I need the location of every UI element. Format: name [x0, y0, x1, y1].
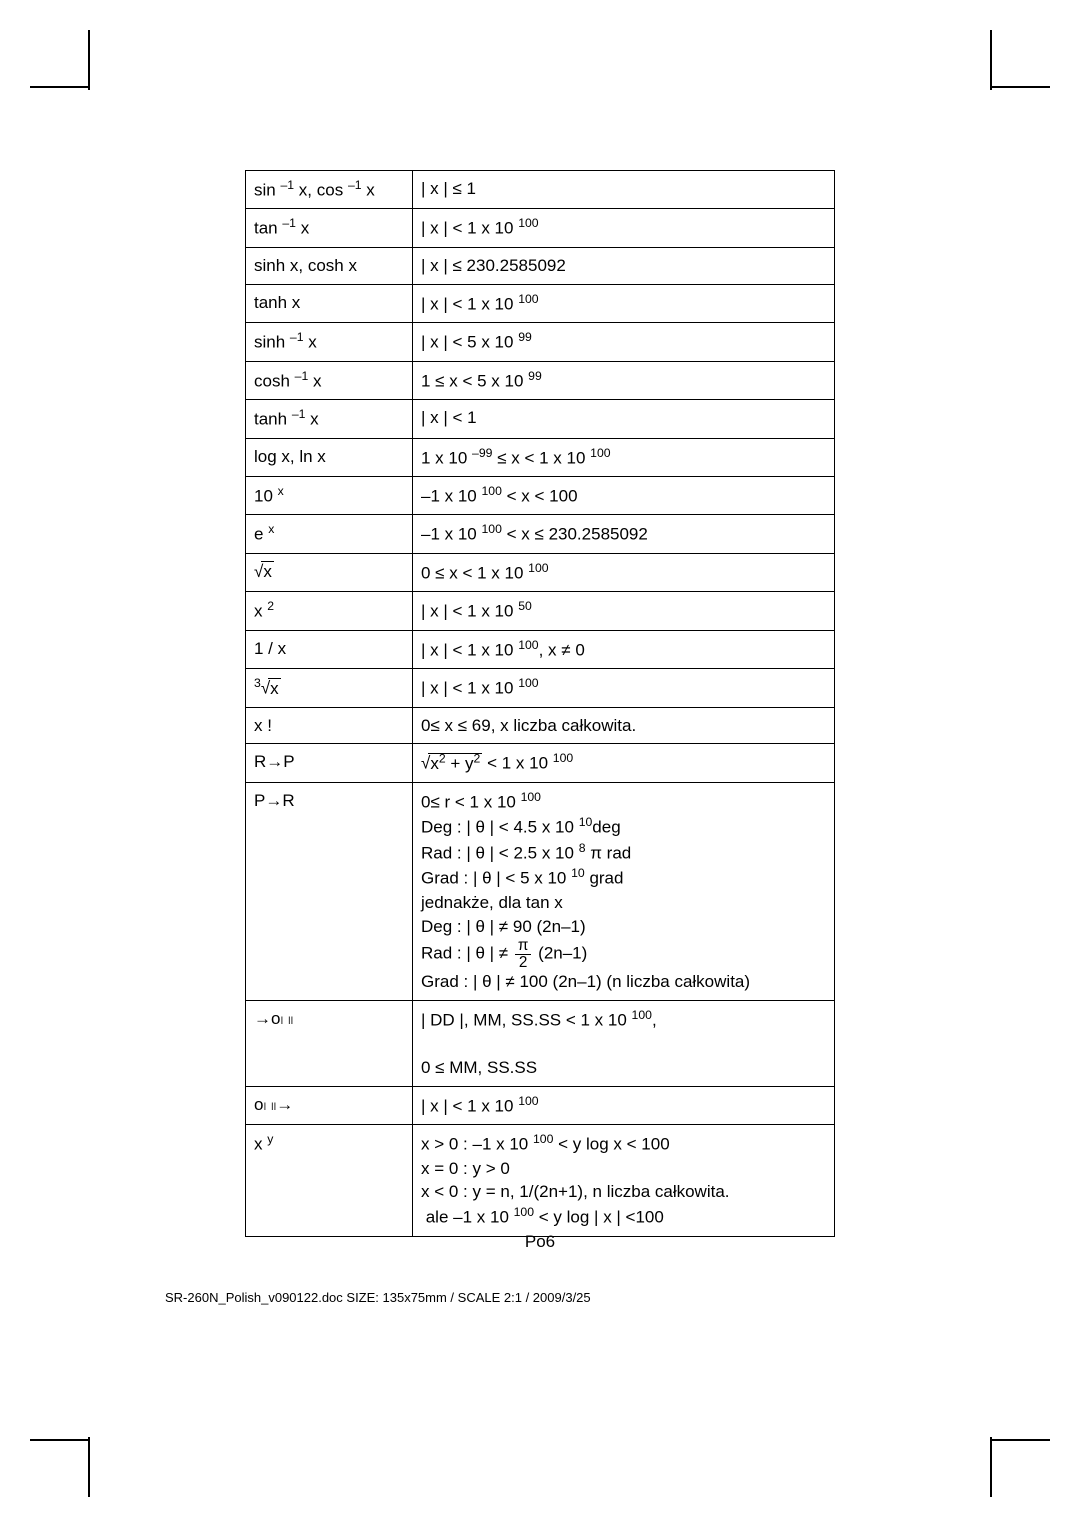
crop-mark [990, 86, 1050, 88]
table-row: 10 x–1 x 10 100 < x < 100 [246, 476, 835, 514]
table-row: sin –1 x, cos –1 x| x | ≤ 1 [246, 171, 835, 209]
table-row: x 2| x | < 1 x 10 50 [246, 592, 835, 630]
function-range-table: sin –1 x, cos –1 x| x | ≤ 1tan –1 x| x |… [245, 170, 835, 1237]
table-row: R→P√x2 + y2 < 1 x 10 100 [246, 744, 835, 782]
function-cell: log x, ln x [246, 438, 413, 476]
table-row: tan –1 x| x | < 1 x 10 100 [246, 209, 835, 247]
function-cell: e x [246, 515, 413, 553]
function-cell: cosh –1 x [246, 361, 413, 399]
function-cell: 3√x [246, 669, 413, 707]
range-cell: | x | < 1 x 10 100 [413, 1086, 835, 1124]
range-cell: 1 ≤ x < 5 x 10 99 [413, 361, 835, 399]
crop-mark [88, 1437, 90, 1497]
range-cell: | DD |, MM, SS.SS < 1 x 10 100,0 ≤ MM, S… [413, 1000, 835, 1086]
crop-mark [30, 86, 90, 88]
function-cell: sinh –1 x [246, 323, 413, 361]
function-cell: tan –1 x [246, 209, 413, 247]
range-cell: 0≤ x ≤ 69, x liczba całkowita. [413, 707, 835, 744]
function-cell: →ο၊ ၊၊ [246, 1000, 413, 1086]
table-row: x !0≤ x ≤ 69, x liczba całkowita. [246, 707, 835, 744]
function-cell: sin –1 x, cos –1 x [246, 171, 413, 209]
range-cell: x > 0 : –1 x 10 100 < y log x < 100x = 0… [413, 1125, 835, 1237]
range-cell: –1 x 10 100 < x ≤ 230.2585092 [413, 515, 835, 553]
function-cell: P→R [246, 782, 413, 1000]
crop-mark [990, 1437, 992, 1497]
table-row: 3√x| x | < 1 x 10 100 [246, 669, 835, 707]
range-cell: | x | < 1 x 10 100 [413, 284, 835, 322]
range-cell: –1 x 10 100 < x < 100 [413, 476, 835, 514]
range-cell: 0≤ r < 1 x 10 100Deg : | θ | < 4.5 x 10 … [413, 782, 835, 1000]
crop-mark [990, 1439, 1050, 1441]
range-cell: | x | < 1 x 10 100 [413, 669, 835, 707]
function-cell: x y [246, 1125, 413, 1237]
range-cell: | x | ≤ 230.2585092 [413, 247, 835, 284]
table-row: sinh x, cosh x| x | ≤ 230.2585092 [246, 247, 835, 284]
page-content: sin –1 x, cos –1 x| x | ≤ 1tan –1 x| x |… [245, 170, 835, 1237]
function-cell: √x [246, 553, 413, 591]
range-cell: | x | < 5 x 10 99 [413, 323, 835, 361]
range-cell: | x | < 1 [413, 400, 835, 438]
table-row: e x–1 x 10 100 < x ≤ 230.2585092 [246, 515, 835, 553]
range-cell: | x | < 1 x 10 100 [413, 209, 835, 247]
range-cell: | x | ≤ 1 [413, 171, 835, 209]
table-row: tanh x| x | < 1 x 10 100 [246, 284, 835, 322]
function-cell: ο၊ ၊၊→ [246, 1086, 413, 1124]
table-row: √x0 ≤ x < 1 x 10 100 [246, 553, 835, 591]
range-cell: | x | < 1 x 10 100, x ≠ 0 [413, 630, 835, 668]
table-row: →ο၊ ၊၊| DD |, MM, SS.SS < 1 x 10 100,0 ≤… [246, 1000, 835, 1086]
function-cell: sinh x, cosh x [246, 247, 413, 284]
function-cell: tanh –1 x [246, 400, 413, 438]
table-row: tanh –1 x| x | < 1 [246, 400, 835, 438]
page-number: Po6 [0, 1232, 1080, 1252]
range-cell: √x2 + y2 < 1 x 10 100 [413, 744, 835, 782]
range-cell: | x | < 1 x 10 50 [413, 592, 835, 630]
function-cell: 1 / x [246, 630, 413, 668]
function-cell: x 2 [246, 592, 413, 630]
table-row: ο၊ ၊၊→| x | < 1 x 10 100 [246, 1086, 835, 1124]
function-cell: tanh x [246, 284, 413, 322]
function-cell: 10 x [246, 476, 413, 514]
table-row: x yx > 0 : –1 x 10 100 < y log x < 100x … [246, 1125, 835, 1237]
range-cell: 1 x 10 –99 ≤ x < 1 x 10 100 [413, 438, 835, 476]
function-cell: R→P [246, 744, 413, 782]
crop-mark [990, 30, 992, 90]
table-row: log x, ln x1 x 10 –99 ≤ x < 1 x 10 100 [246, 438, 835, 476]
footer-text: SR-260N_Polish_v090122.doc SIZE: 135x75m… [165, 1290, 591, 1305]
crop-mark [88, 30, 90, 90]
crop-mark [30, 1439, 90, 1441]
function-cell: x ! [246, 707, 413, 744]
table-row: sinh –1 x| x | < 5 x 10 99 [246, 323, 835, 361]
table-row: 1 / x| x | < 1 x 10 100, x ≠ 0 [246, 630, 835, 668]
table-row: P→R0≤ r < 1 x 10 100Deg : | θ | < 4.5 x … [246, 782, 835, 1000]
table-row: cosh –1 x1 ≤ x < 5 x 10 99 [246, 361, 835, 399]
range-cell: 0 ≤ x < 1 x 10 100 [413, 553, 835, 591]
